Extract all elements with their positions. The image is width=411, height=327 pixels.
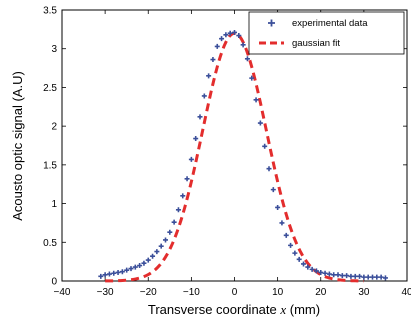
data-point [322,270,328,276]
x-tick-label: 10 [272,287,284,298]
data-point [382,275,388,281]
data-point [197,114,203,120]
y-tick-label: 3.5 [43,6,57,17]
data-point [275,204,281,210]
data-point [210,57,216,63]
legend-marker-experimental [268,19,275,27]
data-point [137,263,143,269]
data-point [348,273,354,279]
data-point [106,271,112,277]
data-point [262,143,268,149]
y-tick-label: 1.5 [43,160,57,171]
data-point [318,269,324,275]
data-point [180,193,186,199]
data-point [253,97,259,103]
legend: experimental data gaussian fit [248,11,405,55]
data-point [201,93,207,99]
data-point [335,272,341,278]
data-point [111,270,117,276]
data-point [154,249,160,255]
data-point [266,166,272,172]
x-tick-label: −40 [54,287,71,298]
data-point [175,207,181,213]
data-point [98,273,104,279]
data-point [158,243,164,249]
data-point [232,29,237,35]
y-tick-label: 2.5 [43,83,57,94]
data-point [378,274,384,280]
data-point [344,273,350,279]
data-point [128,266,134,272]
data-point [352,273,358,279]
y-tick-label: 0 [51,277,57,288]
data-point [313,268,319,274]
x-tick-label: 0 [232,287,238,298]
data-point [150,253,156,259]
data-point [206,73,212,79]
x-axis-ticks: −40 −30 −20 −10 0 10 20 30 40 [54,10,411,298]
data-point [370,274,375,280]
data-point [301,261,306,267]
x-tick-label: 20 [315,287,327,298]
experimental-data-points [98,29,388,281]
y-tick-label: 1 [51,199,57,210]
data-point [167,229,173,235]
data-point [357,273,363,279]
data-point [283,232,289,238]
data-point [214,43,220,49]
data-point [326,271,332,277]
data-point [249,75,255,81]
x-tick-label: 30 [358,287,370,298]
data-point [223,32,229,38]
data-point [163,237,168,243]
x-tick-label: −30 [97,287,114,298]
data-point [188,156,194,162]
data-point [339,273,345,279]
data-point [244,56,250,62]
data-point [240,42,246,48]
data-point [361,274,367,280]
data-point [145,257,151,263]
data-point [124,267,130,273]
y-tick-label: 3 [51,44,57,55]
y-tick-label: 0.5 [43,238,57,249]
data-point [227,30,233,36]
data-point [119,269,125,275]
data-point [115,269,121,275]
data-point [132,264,138,270]
data-point [236,33,242,39]
y-tick-label: 2 [51,122,57,133]
data-point [219,36,225,42]
data-point [309,266,315,272]
x-tick-label: −20 [140,287,157,298]
x-tick-label: 40 [401,287,411,298]
data-point [279,220,285,226]
data-point [270,187,276,193]
data-point [193,136,199,142]
data-point [102,272,108,278]
x-tick-label: −10 [183,287,200,298]
data-point [184,176,190,182]
data-point [141,260,147,266]
legend-label-gaussian: gaussian fit [292,38,340,49]
data-point [365,274,371,280]
legend-label-experimental: experimental data [292,18,368,29]
data-point [374,274,380,280]
y-axis-label: Acousto optic signal (A.U) [10,71,25,221]
data-point [288,242,294,248]
data-point [331,272,337,278]
data-point [171,219,177,225]
legend-box [248,11,405,55]
legend-plus-marker [268,19,275,27]
x-axis-label: Transverse coordinate x (mm) [148,302,320,317]
plot-area [61,9,408,282]
data-point [305,264,311,270]
y-axis-ticks: 0 0.5 1 1.5 2 2.5 3 3.5 [43,6,407,288]
data-point [296,256,302,262]
data-point [292,250,298,256]
data-point [257,120,263,126]
